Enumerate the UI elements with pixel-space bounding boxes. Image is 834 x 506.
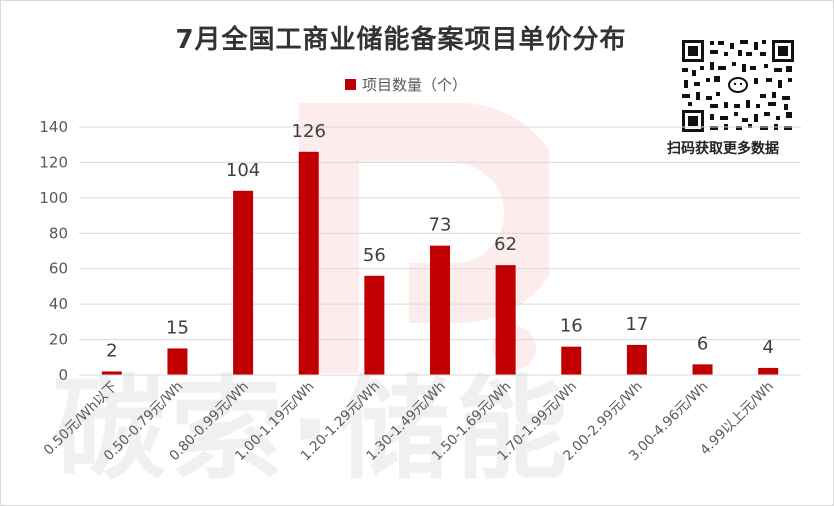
bar xyxy=(298,151,319,375)
data-label: 16 xyxy=(560,316,583,337)
bar xyxy=(233,190,254,375)
bar xyxy=(101,371,122,375)
bars xyxy=(101,151,779,375)
data-label: 2 xyxy=(106,340,117,361)
bar xyxy=(364,275,385,375)
data-label: 4 xyxy=(762,337,773,358)
y-tick-label: 20 xyxy=(49,331,68,349)
data-label: 6 xyxy=(697,333,708,354)
y-tick-label: 140 xyxy=(39,118,68,136)
qr-caption: 扫码获取更多数据 xyxy=(667,141,779,157)
data-label: 62 xyxy=(494,234,517,255)
bar xyxy=(561,346,582,375)
legend-swatch xyxy=(345,79,356,90)
data-label: 56 xyxy=(363,245,386,266)
data-label: 15 xyxy=(166,317,189,338)
y-axis-ticks: 0 20 40 60 80 100 120 140 xyxy=(39,118,68,384)
bar xyxy=(626,344,647,375)
y-tick-label: 120 xyxy=(39,153,68,171)
y-tick-label: 80 xyxy=(49,224,68,242)
data-labels: 2 15 104 126 56 73 62 16 17 6 4 xyxy=(106,121,774,362)
qr-code xyxy=(680,38,796,134)
chart-title: 7月全国工商业储能备案项目单价分布 xyxy=(175,25,627,55)
y-tick-label: 40 xyxy=(49,295,68,313)
x-axis-categories: 0.50元/Wh以下0.50-0.79元/Wh0.80-0.99元/Wh1.00… xyxy=(41,379,777,465)
data-label: 126 xyxy=(292,121,326,142)
legend-label: 项目数量（个） xyxy=(362,76,468,94)
y-tick-label: 0 xyxy=(58,366,68,384)
watermark-text: 碳索·储能 xyxy=(53,365,574,495)
data-label: 73 xyxy=(429,215,452,236)
y-tick-label: 60 xyxy=(49,260,68,278)
data-label: 104 xyxy=(226,160,260,181)
y-tick-label: 100 xyxy=(39,189,68,207)
data-label: 17 xyxy=(625,314,648,335)
legend: 项目数量（个） xyxy=(345,74,467,95)
bar xyxy=(495,265,516,375)
bar xyxy=(430,245,450,375)
bar xyxy=(167,348,188,375)
bar xyxy=(758,367,779,375)
bar xyxy=(692,364,713,375)
